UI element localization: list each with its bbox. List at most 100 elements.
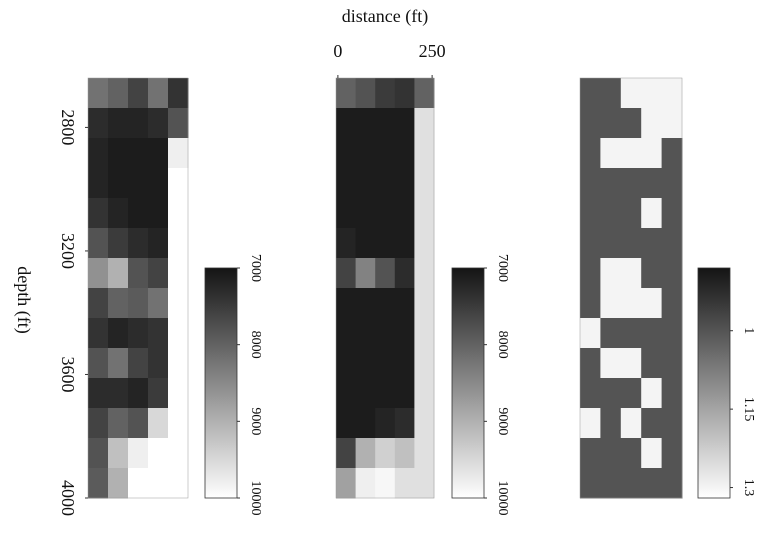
heatmap-cell: [88, 378, 109, 409]
heatmap-cell: [88, 78, 109, 109]
heatmap-cell: [620, 288, 642, 319]
heatmap-cell: [168, 228, 189, 259]
heatmap-cell: [620, 348, 642, 379]
heatmap-cell: [661, 408, 683, 439]
heatmap-cell: [88, 318, 109, 349]
colorbar-tick-label: 7000: [495, 254, 510, 282]
heatmap-cell: [148, 168, 169, 199]
heatmap-cell: [661, 258, 683, 289]
heatmap-cell: [168, 288, 189, 319]
heatmap-cell: [148, 138, 169, 169]
heatmap-cell: [661, 198, 683, 229]
heatmap-cell: [88, 438, 109, 469]
heatmap-cell: [336, 258, 357, 289]
heatmap-cell: [600, 348, 622, 379]
heatmap-cell: [641, 438, 663, 469]
heatmap-cell: [168, 348, 189, 379]
heatmap-cell: [661, 378, 683, 409]
heatmap-cell: [600, 258, 622, 289]
heatmap-cell: [168, 258, 189, 289]
heatmap-cell: [355, 468, 376, 499]
colorbar-tick-label: 1: [741, 327, 756, 334]
heatmap-cell: [148, 438, 169, 469]
heatmap-cell: [600, 78, 622, 109]
heatmap-cell: [580, 408, 601, 439]
heatmap-cell: [661, 288, 683, 319]
heatmap-cell: [661, 228, 683, 259]
heatmap-cell: [394, 168, 415, 199]
heatmap-cell: [355, 168, 376, 199]
heatmap-cell: [128, 108, 149, 139]
heatmap-cell: [620, 78, 642, 109]
heatmap-cell: [414, 258, 435, 289]
heatmap-cell: [108, 408, 129, 439]
heatmap-cell: [394, 378, 415, 409]
heatmap-cell: [661, 468, 683, 499]
heatmap-cell: [148, 228, 169, 259]
heatmap-cell: [336, 228, 357, 259]
heatmap-cell: [641, 198, 663, 229]
heatmap-cell: [620, 168, 642, 199]
heatmap-cell: [580, 468, 601, 499]
heatmap-cell: [88, 468, 109, 499]
heatmap-cell: [148, 258, 169, 289]
heatmap-cell: [394, 198, 415, 229]
heatmap-cell: [355, 438, 376, 469]
heatmap-cell: [108, 198, 129, 229]
heatmap-cell: [88, 168, 109, 199]
colorbar-tick-label: 8000: [248, 331, 263, 359]
heatmap-cell: [394, 438, 415, 469]
heatmap-cell: [375, 468, 396, 499]
heatmap-cell: [580, 318, 601, 349]
heatmap-cell: [168, 318, 189, 349]
heatmap-cell: [88, 108, 109, 139]
heatmap-cell: [108, 108, 129, 139]
heatmap-cell: [414, 198, 435, 229]
heatmap-cell: [375, 198, 396, 229]
heatmap-cell: [336, 468, 357, 499]
heatmap-cell: [580, 378, 601, 409]
heatmap-cell: [394, 318, 415, 349]
heatmap-cell: [128, 198, 149, 229]
heatmap-cell: [620, 108, 642, 139]
heatmap-cell: [88, 228, 109, 259]
heatmap-cell: [661, 78, 683, 109]
heatmap-cell: [414, 438, 435, 469]
heatmap-cell: [641, 288, 663, 319]
heatmap-cell: [414, 408, 435, 439]
heatmap-cell: [88, 348, 109, 379]
colorbar-tick-label: 8000: [495, 331, 510, 359]
heatmap-cell: [148, 468, 169, 499]
heatmap-cell: [620, 408, 642, 439]
heatmap-cell: [168, 78, 189, 109]
heatmap-cell: [355, 348, 376, 379]
heatmap-cell: [641, 168, 663, 199]
colorbar-tick-label: 9000: [248, 407, 263, 435]
heatmap-cell: [108, 168, 129, 199]
colorbar-tick-label: 7000: [248, 254, 263, 282]
colorbar-tick-label: 10000: [248, 481, 263, 516]
heatmap-cell: [168, 438, 189, 469]
heatmap-cell: [336, 438, 357, 469]
heatmap-cell: [336, 378, 357, 409]
heatmap-cell: [661, 348, 683, 379]
y-tick-label: 3200: [58, 233, 78, 269]
y-tick-label: 4000: [58, 480, 78, 516]
heatmap-cell: [88, 138, 109, 169]
x-tick-label: 250: [419, 41, 446, 61]
heatmap-cell: [355, 108, 376, 139]
y-tick-label: 3600: [58, 356, 78, 392]
colorbar-tick-label: 9000: [495, 407, 510, 435]
heatmap-cell: [88, 288, 109, 319]
heatmap-cell: [600, 198, 622, 229]
heatmap-cell: [394, 468, 415, 499]
heatmap-cell: [128, 438, 149, 469]
heatmap-cell: [661, 168, 683, 199]
heatmap-cell: [661, 108, 683, 139]
heatmap-cell: [88, 408, 109, 439]
heatmap-cell: [128, 378, 149, 409]
heatmap-cell: [600, 108, 622, 139]
heatmap-cell: [600, 168, 622, 199]
heatmap-cell: [580, 78, 601, 109]
heatmap-cell: [394, 288, 415, 319]
